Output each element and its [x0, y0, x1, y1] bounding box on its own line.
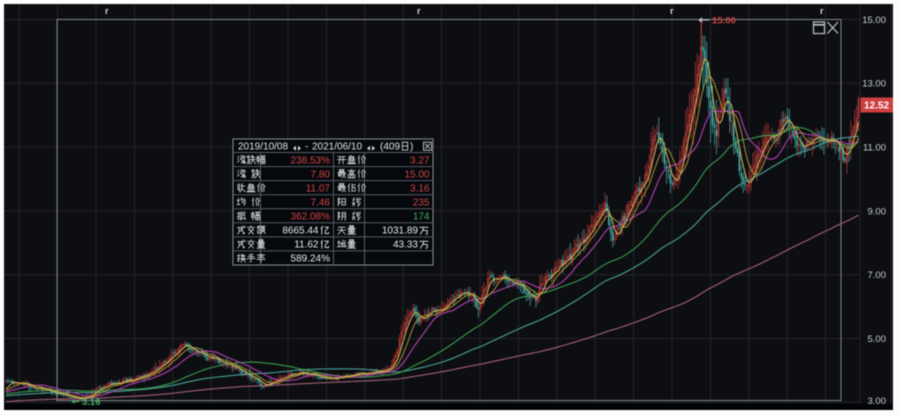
svg-text:589.24%: 589.24% — [291, 254, 331, 265]
svg-text:11.00: 11.00 — [863, 143, 886, 154]
svg-text:362.08%: 362.08% — [291, 212, 331, 223]
svg-text:7.00: 7.00 — [868, 270, 887, 281]
svg-text:3.27: 3.27 — [410, 155, 430, 166]
svg-text:7.46: 7.46 — [311, 197, 331, 208]
svg-text:3.16: 3.16 — [82, 397, 101, 408]
svg-text:11.62: 11.62 — [294, 240, 319, 251]
svg-text:3.00: 3.00 — [868, 396, 887, 407]
svg-text:(409: (409 — [380, 142, 400, 153]
svg-text:r: r — [105, 6, 109, 16]
svg-text:174: 174 — [413, 212, 430, 223]
svg-text:2019/10/08: 2019/10/08 — [238, 142, 288, 153]
svg-text:13.00: 13.00 — [862, 79, 886, 90]
svg-text:2021/06/10: 2021/06/10 — [312, 142, 362, 153]
svg-text:11.07: 11.07 — [306, 183, 331, 194]
svg-text:235: 235 — [413, 197, 430, 208]
svg-text:3.16: 3.16 — [410, 183, 430, 194]
svg-text:9.00: 9.00 — [868, 206, 887, 217]
svg-text:43.33: 43.33 — [393, 240, 418, 251]
svg-text:r: r — [417, 6, 421, 16]
svg-text:238.53%: 238.53% — [291, 155, 331, 166]
svg-text:7.80: 7.80 — [311, 169, 331, 180]
svg-text:15.00: 15.00 — [712, 16, 736, 27]
svg-text:r: r — [670, 6, 674, 16]
svg-text:15.00: 15.00 — [404, 169, 429, 180]
svg-text:8665.44: 8665.44 — [282, 226, 319, 237]
svg-text:): ) — [410, 142, 413, 153]
svg-text:-: - — [305, 142, 308, 153]
svg-text:12.52: 12.52 — [864, 101, 889, 112]
svg-text:5.00: 5.00 — [868, 334, 887, 345]
svg-text:1031.89: 1031.89 — [382, 226, 419, 237]
svg-text:r: r — [820, 6, 824, 16]
svg-text:15.00: 15.00 — [862, 15, 886, 26]
